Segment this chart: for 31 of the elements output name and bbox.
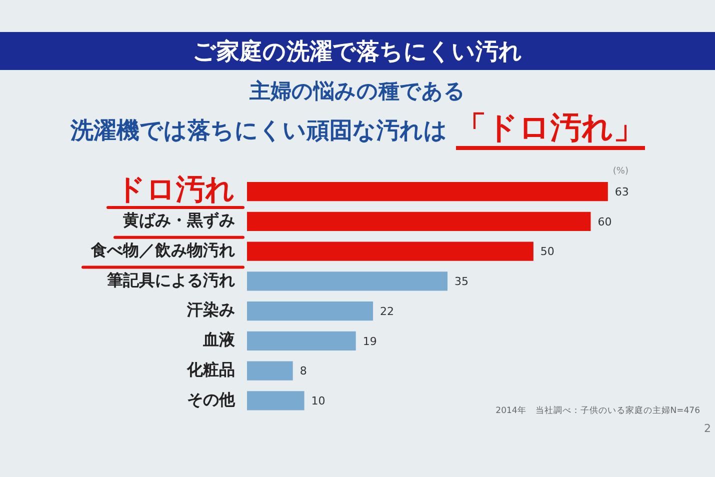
bar [247,242,534,261]
data-label: 50 [540,245,554,258]
data-label: 22 [380,304,394,318]
bar [247,212,591,231]
bar [247,272,448,291]
y-tick-label: 汗染み [186,300,235,320]
y-tick-label: その他 [187,390,236,409]
bar [247,182,608,202]
chart-subtitle: 主婦の悩みの種である [250,78,466,105]
text: 「ドロ汚れ」 [456,110,644,150]
annotation: 2014年 当社調べ：子供のいる家庭の主婦N=476 [496,405,700,416]
y-tick-label: 血液 [202,330,236,350]
bar [247,361,293,380]
data-label: 35 [454,275,468,288]
data-label: 60 [598,215,612,228]
data-label: 19 [362,334,377,348]
data-label: 8 [300,364,307,378]
bar [247,301,374,321]
y-tick-label: 食べ物／飲み物汚れ [90,240,235,260]
data-label: 10 [311,394,326,408]
y-tick-label: 黄ばみ・黒ずみ [122,210,235,230]
data-label: 63 [614,185,629,198]
chart-title: ご家庭の洗濯で落ちにくい汚れ [192,38,522,66]
y-tick-label: 筆記具による汚れ [106,270,235,290]
x-axis-title: (%) [612,166,628,176]
text: 2 [704,422,711,435]
y-tick-label: ドロ汚れ [116,172,235,206]
text: 洗濯機では落ちにくい頑固な汚れは [70,116,448,146]
bar [247,391,304,410]
bar [247,331,356,350]
y-tick-label: 化粧品 [186,360,235,379]
